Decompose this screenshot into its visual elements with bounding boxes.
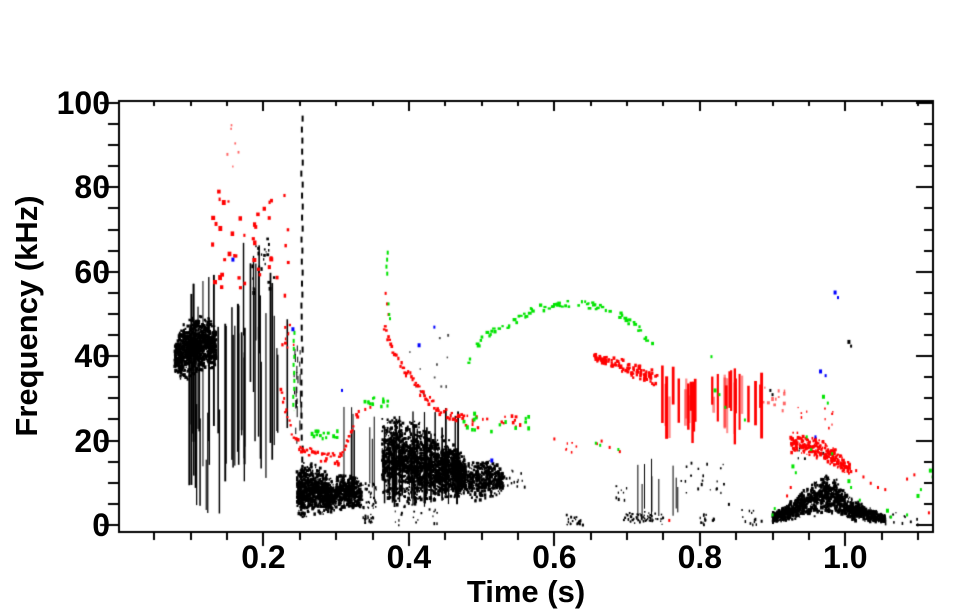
y-axis-label: Frequency (kHz) — [9, 195, 44, 437]
y-tick-label-40: 40 — [74, 338, 110, 375]
x-axis-label: Time (s) — [466, 574, 586, 609]
y-tick-label-100: 100 — [56, 84, 110, 121]
x-tick-label-1.0: 1.0 — [823, 539, 868, 575]
y-tick-label-0: 0 — [92, 506, 110, 543]
x-tick-label-0.8: 0.8 — [677, 539, 723, 575]
y-tick-label-80: 80 — [74, 169, 110, 206]
x-tick-label-0.6: 0.6 — [532, 539, 577, 575]
y-tick-label-60: 60 — [74, 253, 110, 290]
y-tick-label-20: 20 — [74, 422, 110, 459]
x-tick-label-0.4: 0.4 — [386, 539, 432, 575]
x-tick-label-0.2: 0.2 — [241, 539, 286, 575]
